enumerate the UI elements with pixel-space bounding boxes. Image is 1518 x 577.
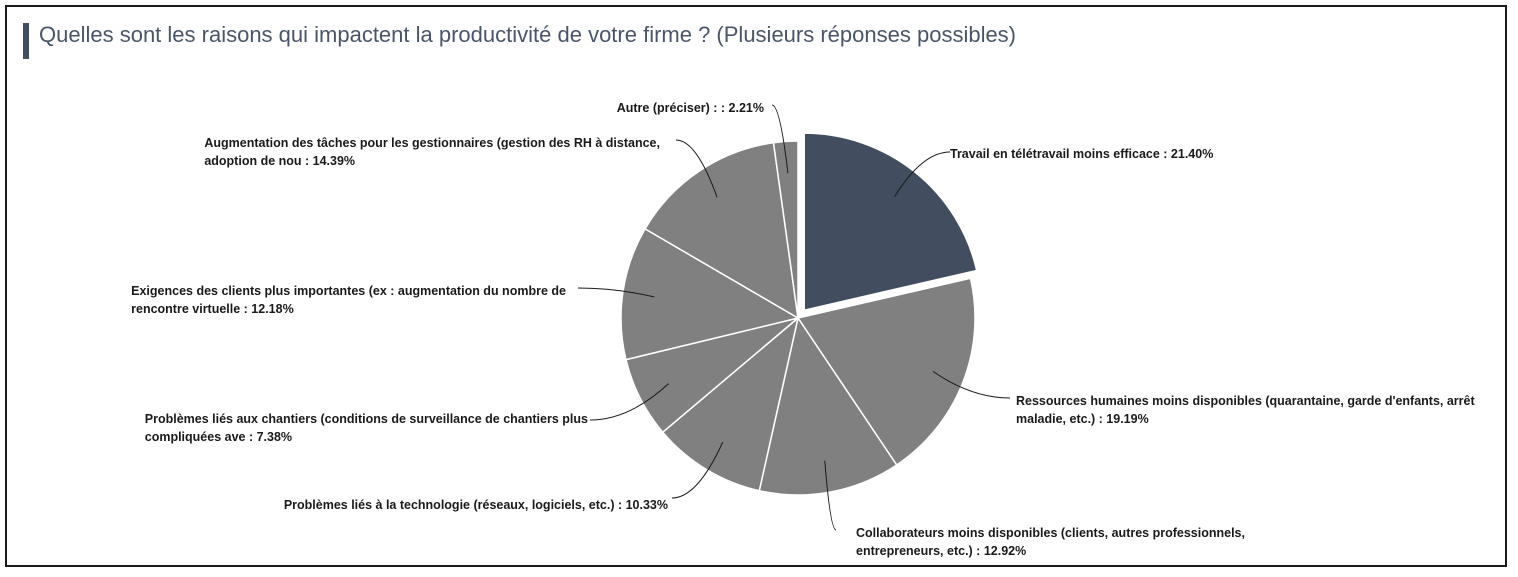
pie-slice — [772, 140, 799, 319]
slice-label: Augmentation des tâches pour les gestion… — [204, 136, 660, 168]
chart-title: Quelles sont les raisons qui impactent l… — [39, 22, 1017, 47]
pie-slices — [620, 132, 978, 496]
title-accent-bar — [23, 23, 29, 59]
pie-slice — [796, 277, 976, 466]
leader-line — [932, 370, 1011, 399]
slice-labels: Travail en télétravail moins efficace : … — [131, 101, 1475, 558]
slice-label: Exigences des clients plus importantes (… — [131, 284, 566, 316]
pie-slice — [620, 227, 800, 361]
slice-label: Ressources humaines moins disponibles (q… — [1016, 394, 1475, 426]
leader-line — [771, 104, 789, 174]
pie-slice — [644, 141, 799, 320]
pie-slice — [803, 132, 978, 312]
slice-label: Problèmes liés à la technologie (réseaux… — [284, 498, 668, 512]
slice-label: Travail en télétravail moins efficace : … — [950, 147, 1213, 161]
leader-line — [824, 460, 837, 531]
slice-label: Autre (préciser) : : 2.21% — [617, 101, 764, 115]
leader-line — [577, 287, 655, 298]
leader-lines — [577, 104, 1011, 531]
pie-slice — [758, 316, 898, 496]
slice-label: Problèmes liés aux chantiers (conditions… — [145, 412, 588, 444]
leader-line — [589, 383, 669, 421]
pie-slice — [661, 315, 800, 492]
leader-line — [675, 139, 718, 198]
leader-line — [894, 151, 951, 197]
slice-label: Collaborateurs moins disponibles (client… — [856, 526, 1245, 558]
leader-line — [671, 441, 724, 499]
